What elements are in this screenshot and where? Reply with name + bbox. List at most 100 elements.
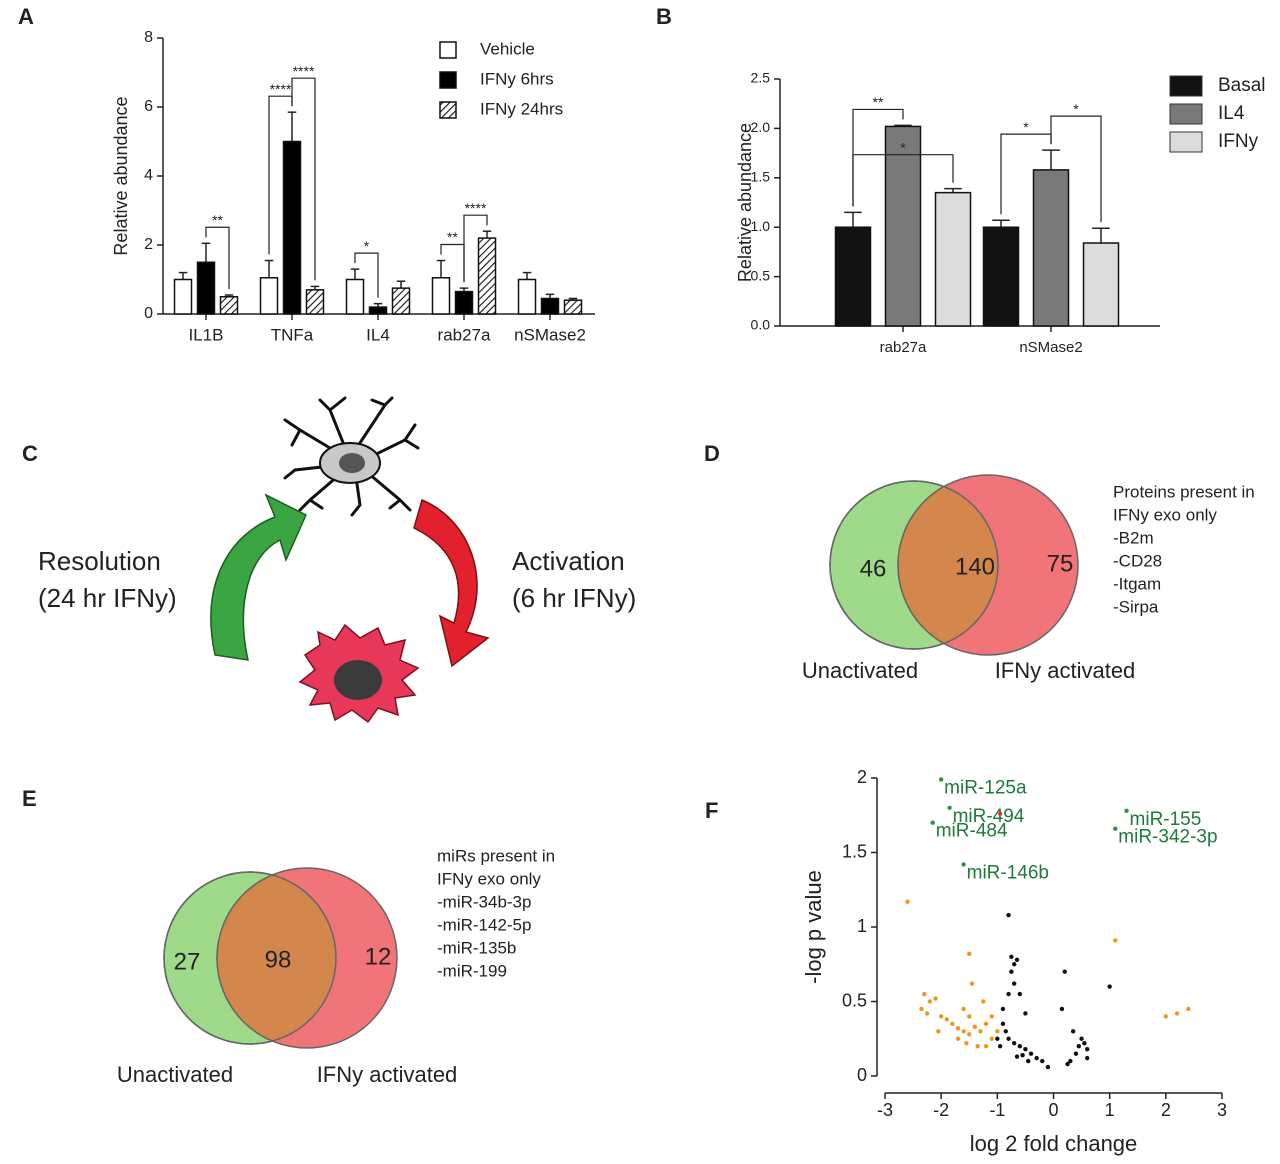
point	[1011, 1041, 1017, 1046]
venn-overlap	[216, 872, 336, 1044]
point	[1085, 1046, 1090, 1052]
bar	[517, 278, 537, 315]
point	[1082, 1041, 1087, 1046]
point	[1017, 1044, 1022, 1049]
activation-arrow	[413, 498, 490, 668]
y-tick-label: 2	[857, 767, 867, 787]
point	[983, 1021, 989, 1027]
point	[1003, 1029, 1008, 1034]
legend-label: IFNy	[1218, 131, 1259, 152]
diagram-text: Resolution	[38, 546, 161, 576]
x-tick-label: -1	[989, 1100, 1005, 1120]
y-tick-label: 1.5	[842, 841, 867, 861]
bar	[1082, 242, 1120, 327]
x-tick-label: 2	[1161, 1100, 1171, 1120]
venn-note: -miR-142-5p	[437, 915, 531, 934]
point	[995, 1029, 1000, 1034]
point	[1065, 1061, 1070, 1067]
point	[1017, 991, 1022, 997]
point	[1023, 1011, 1028, 1016]
venn-label: Unactivated	[117, 1062, 233, 1087]
point	[924, 1011, 930, 1016]
venn-count: 98	[265, 946, 292, 973]
x-tick-label: rab27a	[880, 339, 927, 356]
y-tick-label: 0.5	[751, 267, 771, 283]
bar	[305, 289, 325, 315]
venn-outline	[163, 871, 337, 1045]
point	[1009, 954, 1014, 959]
diagram-text: Activation	[512, 546, 625, 576]
point	[933, 996, 938, 1001]
venn-note: -miR-34b-3p	[437, 892, 531, 911]
legend-label: Basal	[1218, 75, 1266, 96]
significance-label: *	[1073, 101, 1079, 117]
legend-swatch	[439, 41, 457, 59]
bar	[282, 140, 302, 315]
bar	[884, 125, 922, 327]
point-label: miR-155	[1130, 809, 1202, 830]
significance-label: ****	[293, 63, 315, 79]
point	[981, 999, 986, 1004]
panel-label: D	[704, 441, 720, 466]
point	[997, 1044, 1003, 1049]
point-label: miR-484	[936, 821, 1008, 842]
significance-label: **	[212, 212, 223, 228]
bar	[368, 306, 388, 315]
bar	[431, 277, 451, 315]
point	[1006, 991, 1011, 997]
x-tick-label: 0	[1048, 1100, 1058, 1120]
significance-label: *	[1023, 119, 1029, 135]
venn-overlap	[897, 481, 998, 649]
point	[1011, 981, 1017, 986]
bar	[934, 191, 972, 327]
point	[1034, 1055, 1039, 1061]
point	[947, 805, 952, 810]
x-tick-label: nSMase2	[514, 325, 586, 344]
bar	[454, 290, 474, 315]
venn-label: IFNy activated	[317, 1062, 458, 1087]
bar	[540, 297, 560, 315]
legend-label: IL4	[1218, 103, 1245, 124]
y-tick-label: 0	[857, 1065, 867, 1085]
bar	[173, 278, 193, 315]
legend-swatch	[1169, 103, 1203, 125]
significance-label: ****	[270, 81, 292, 97]
nucleus	[339, 453, 365, 473]
point	[1026, 1058, 1031, 1064]
point	[1000, 1006, 1006, 1012]
bar	[196, 261, 216, 315]
point	[938, 1014, 944, 1019]
point	[1014, 1054, 1020, 1059]
y-tick-label: 1.5	[751, 169, 771, 185]
point	[1070, 1029, 1076, 1034]
significance-bracket	[205, 226, 230, 290]
x-tick-label: IL4	[366, 325, 390, 344]
venn-outline	[829, 480, 999, 650]
bar	[391, 287, 411, 315]
significance-label: ****	[465, 200, 487, 216]
point	[961, 1029, 966, 1034]
x-axis-label: log 2 fold change	[970, 1131, 1138, 1156]
legend-swatch	[1169, 75, 1203, 97]
venn-note: -Itgam	[1113, 574, 1161, 593]
diagram-c: C Resolution (24 hr IFNy) Activation (6 …	[22, 396, 636, 724]
bar	[1032, 169, 1070, 327]
point	[1014, 957, 1020, 962]
y-axis-label: Relative abundance	[111, 96, 131, 255]
point	[930, 820, 935, 825]
point	[989, 1014, 994, 1019]
significance-label: *	[364, 238, 370, 254]
y-tick-label: 2.5	[751, 70, 771, 86]
point	[978, 1029, 983, 1034]
point-label: miR-342-3p	[1118, 827, 1217, 848]
point	[1006, 1036, 1011, 1041]
significance-bracket	[852, 154, 954, 207]
point	[997, 811, 1003, 816]
significance-label: **	[447, 229, 458, 245]
point	[1000, 1021, 1006, 1027]
point	[1085, 1055, 1090, 1061]
significance-label: **	[873, 94, 884, 110]
venn-note: Proteins present in	[1113, 482, 1255, 501]
bar	[345, 278, 365, 315]
